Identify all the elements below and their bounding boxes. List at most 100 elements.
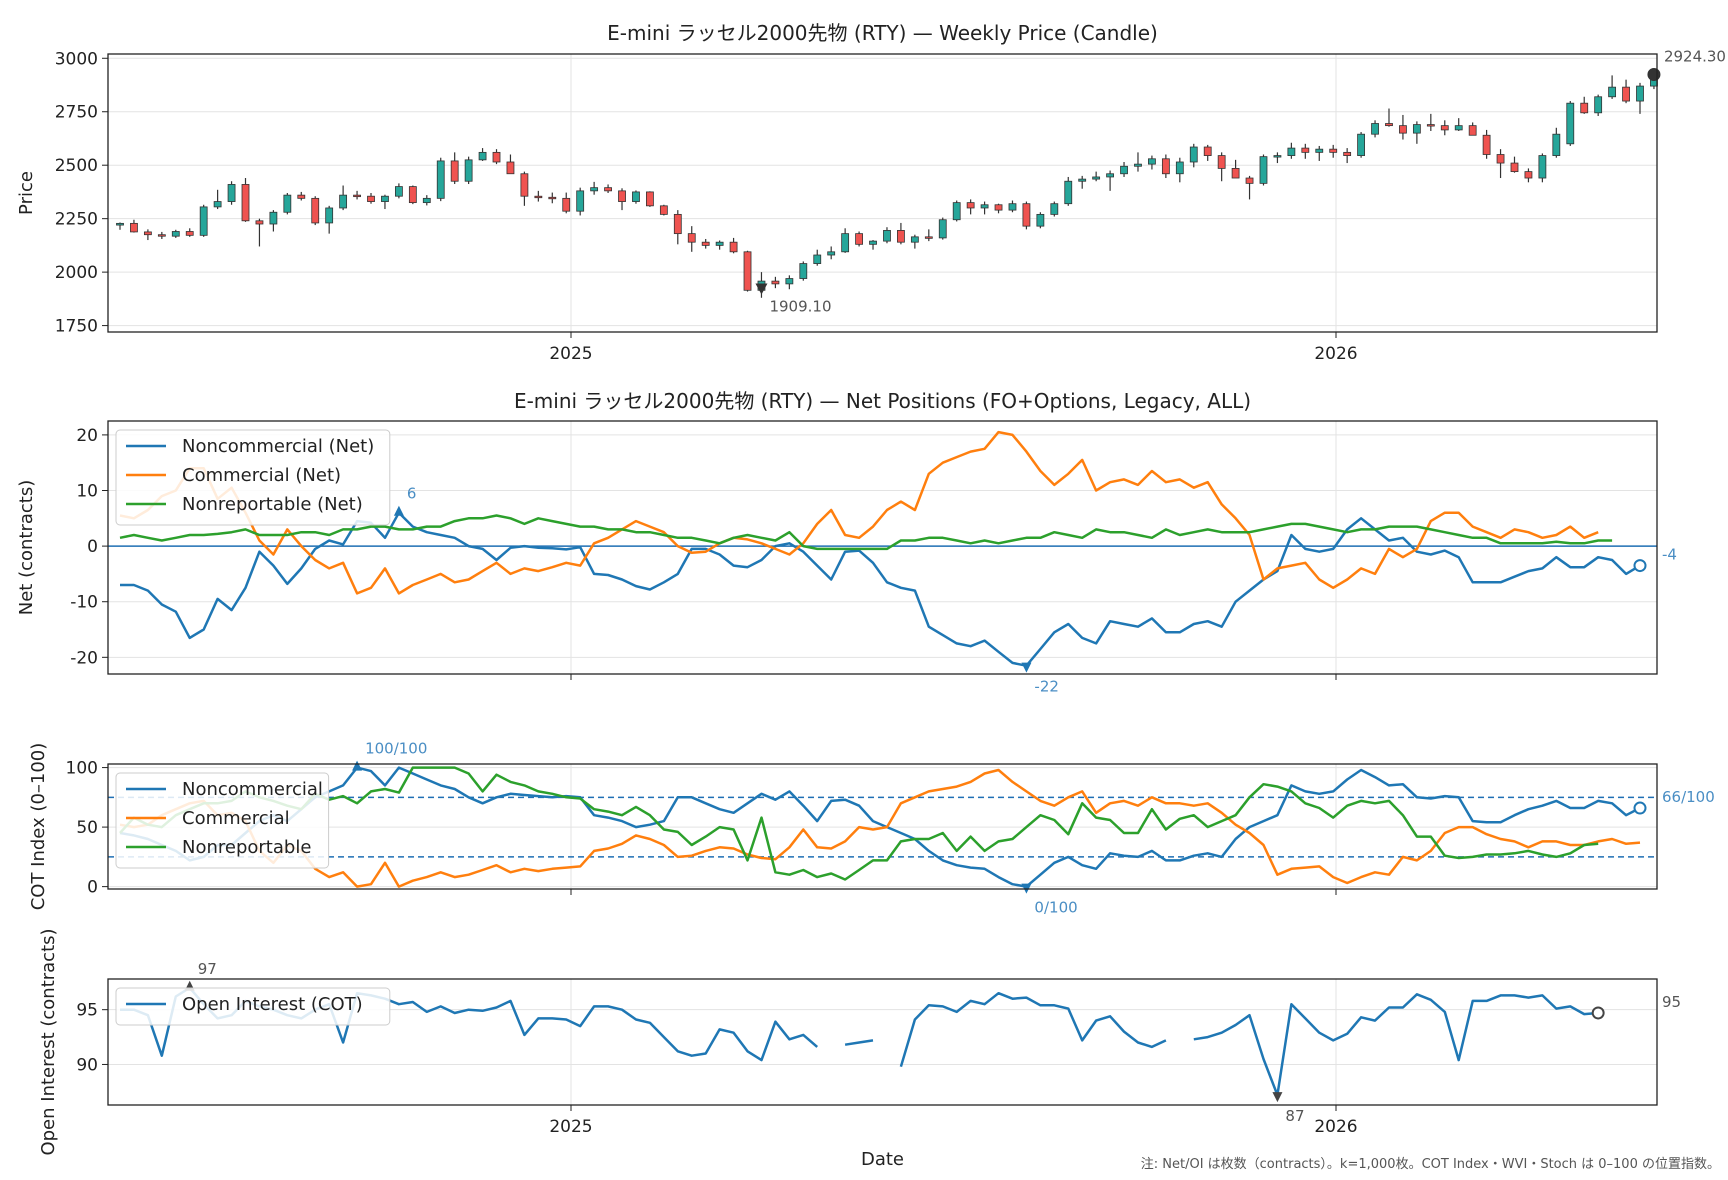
candle-body [353, 194, 361, 198]
candle-body [673, 213, 682, 235]
candle-body [185, 231, 194, 236]
series-line [119, 768, 1641, 888]
footnote: 注: Net/OI は枚数（contracts）。k=1,000枚。COT In… [1140, 1157, 1720, 1172]
candle-body [1412, 124, 1421, 134]
candle-body [1203, 146, 1212, 156]
y-tick-label: 10 [76, 482, 98, 502]
y-tick-label: 50 [76, 818, 98, 838]
y-axis-label: Open Interest (contracts) [38, 928, 59, 1155]
candle-body [1343, 151, 1352, 156]
last-label: 2924.30 [1664, 48, 1726, 66]
candle-body [143, 231, 152, 236]
legend: Noncommercial Commercial Nonreportable [115, 772, 330, 869]
candle-body [659, 205, 668, 215]
candle-body [464, 159, 473, 182]
candle-body [604, 187, 612, 192]
plot-frame [107, 420, 1658, 675]
candle-body [227, 184, 236, 202]
candle-body [1538, 155, 1547, 179]
plot-frame [107, 763, 1658, 890]
candle-body [367, 195, 375, 202]
series-line [120, 511, 1641, 667]
candle-body [715, 241, 724, 246]
candle-body [576, 190, 585, 212]
last-marker [1633, 801, 1647, 815]
y-tick-label: 90 [76, 1055, 98, 1075]
panel-1: E-mini ラッセル2000先物 (RTY) — Weekly Price (… [16, 21, 1726, 364]
y-axis-label: Price [16, 171, 37, 215]
candle-body [1259, 156, 1268, 184]
candle-body [506, 161, 515, 175]
candle-body [283, 194, 292, 213]
y-tick-label: 2500 [55, 156, 98, 176]
candle-body [1399, 125, 1407, 134]
candle-body [1161, 158, 1170, 175]
candle-body [1092, 176, 1101, 180]
candle-body [171, 231, 180, 237]
max-label: 97 [198, 960, 217, 978]
y-tick-label: -10 [70, 593, 98, 613]
candle-body [729, 241, 738, 253]
panel-title: E-mini ラッセル2000先物 (RTY) — Weekly Price (… [607, 21, 1158, 45]
legend-label: Commercial (Net) [182, 465, 341, 486]
y-tick-label: 2750 [55, 103, 98, 123]
last-label: 66/100 [1662, 788, 1715, 806]
candle-body [841, 233, 850, 253]
legend-label: Nonreportable [182, 837, 311, 858]
candle-body [255, 220, 264, 225]
candle-body [1106, 173, 1114, 178]
y-tick-label: 100 [66, 759, 98, 779]
candle-body [771, 280, 780, 285]
legend: Noncommercial (Net) Commercial (Net) Nonre… [115, 429, 391, 526]
x-axis-label: Date [861, 1149, 904, 1170]
candle-body [157, 234, 166, 237]
candle-body [1622, 86, 1630, 102]
legend-box [115, 429, 391, 526]
min-label: 0/100 [1034, 899, 1077, 917]
last-label: -4 [1662, 546, 1677, 564]
y-tick-label: 3000 [55, 49, 98, 69]
candle-body [520, 173, 529, 197]
candle-body [1008, 203, 1017, 211]
candle-body [1175, 161, 1184, 175]
last-label: 95 [1662, 993, 1681, 1011]
candle-body [1022, 203, 1031, 227]
candle-body [116, 222, 124, 226]
series-line [119, 766, 1641, 888]
legend-box [115, 987, 391, 1026]
plot-frame [107, 53, 1658, 333]
max-label: 100/100 [365, 740, 427, 758]
candle-body [646, 191, 654, 207]
candle-body [632, 191, 640, 202]
max-marker [352, 760, 363, 771]
panel-2: E-mini ラッセル2000先物 (RTY) — Net Positions … [16, 389, 1677, 696]
candle-body [618, 190, 626, 202]
candle-body [1329, 148, 1338, 153]
series-line [120, 986, 1599, 1097]
candle-body [548, 196, 557, 200]
min-label: -22 [1034, 678, 1059, 696]
panel-title: E-mini ラッセル2000先物 (RTY) — Net Positions … [514, 389, 1251, 413]
y-axis-label: Net (contracts) [16, 480, 37, 616]
y-tick-label: 2250 [55, 210, 98, 230]
candle-body [1482, 134, 1491, 155]
candle-body [1134, 163, 1142, 167]
plot-frame [107, 978, 1658, 1106]
candle-body [743, 251, 752, 291]
x-tick-label: 2025 [549, 1117, 592, 1137]
candle-body [408, 186, 417, 204]
candle-body [1245, 177, 1254, 184]
legend-box [115, 772, 330, 869]
candle-body [980, 204, 989, 209]
candle-body [1636, 85, 1644, 102]
candle-body [910, 236, 919, 243]
y-axis-label: COT Index (0–100) [28, 743, 49, 911]
candle-body [394, 186, 403, 197]
candle-body [1217, 155, 1226, 169]
candle-body [1120, 165, 1128, 175]
y-tick-label: 0 [87, 878, 98, 898]
legend-label: Commercial [182, 808, 290, 829]
candle-body [269, 211, 278, 225]
candle-body [1552, 133, 1561, 156]
candle-body [1566, 102, 1575, 145]
